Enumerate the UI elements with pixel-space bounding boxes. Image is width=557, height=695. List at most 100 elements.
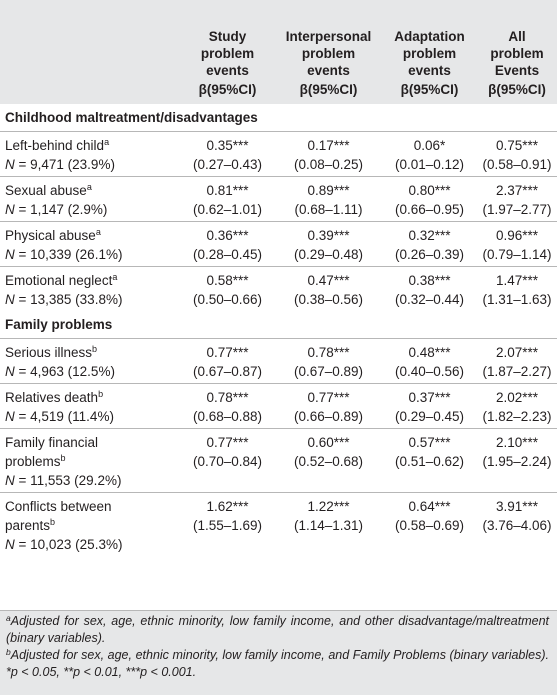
footnote-a-marker: a	[6, 613, 11, 623]
confidence-interval: (1.97–2.77)	[482, 202, 552, 217]
value-cell: 0.36*** (0.28–0.45)	[180, 221, 275, 267]
column-header-line: problem	[301, 46, 356, 61]
column-header-line: events	[408, 63, 451, 78]
row-label: Sexual abuse	[5, 183, 87, 198]
beta-estimate: 0.80***	[408, 183, 451, 198]
table-row: Conflicts between parentsb N = 10,023 (25.…	[0, 492, 557, 556]
section-title: Childhood maltreatment/disadvantages	[5, 110, 258, 125]
sample-size-symbol: N	[5, 157, 15, 172]
section-header-row: Family problems	[0, 311, 557, 339]
row-label-footnote-marker: b	[50, 517, 56, 527]
value-cell: 0.81*** (0.62–1.01)	[180, 176, 275, 222]
beta-estimate: 0.47***	[307, 273, 350, 288]
beta-estimate: 0.06*	[413, 138, 446, 153]
confidence-interval: (1.31–1.63)	[482, 292, 552, 307]
row-label: Left-behind child	[5, 138, 105, 153]
beta-estimate: 2.37***	[495, 183, 539, 198]
value-cell: 1.62*** (1.55–1.69)	[180, 492, 275, 556]
beta-estimate: 0.32***	[408, 228, 451, 243]
column-header-line: Interpersonal	[285, 29, 372, 44]
beta-estimate: 0.96***	[495, 228, 539, 243]
confidence-interval: (0.68–0.88)	[192, 409, 263, 424]
column-header-line: Study	[208, 29, 247, 44]
beta-estimate: 0.36***	[206, 228, 249, 243]
value-cell: 0.06* (0.01–0.12)	[382, 131, 477, 177]
footnote-a-text: Adjusted for sex, age, ethnic minority, …	[6, 614, 549, 645]
column-header: All problem Events β(95%CI)	[477, 0, 557, 104]
confidence-interval: (1.87–2.27)	[482, 364, 552, 379]
row-label-footnote-marker: b	[60, 453, 66, 463]
row-label: Emotional neglect	[5, 273, 113, 288]
sample-size-value: = 4,519 (11.4%)	[14, 409, 114, 424]
beta-estimate: 0.75***	[495, 138, 539, 153]
confidence-interval: (0.01–0.12)	[394, 157, 465, 172]
beta-estimate: 0.78***	[307, 345, 350, 360]
table-row: Relatives deathb N = 4,519 (11.4%) 0.78***…	[0, 383, 557, 429]
beta-estimate: 0.17***	[307, 138, 350, 153]
confidence-interval: (0.67–0.87)	[192, 364, 263, 379]
beta-estimate: 2.02***	[495, 390, 539, 405]
value-cell: 0.80*** (0.66–0.95)	[382, 176, 477, 222]
confidence-interval: (0.52–0.68)	[293, 454, 364, 469]
sample-size-value: = 1,147 (2.9%)	[14, 202, 108, 217]
confidence-interval: (0.66–0.95)	[394, 202, 465, 217]
table-row: Serious illnessb N = 4,963 (12.5%) 0.77***…	[0, 338, 557, 384]
beta-estimate: 0.78***	[206, 390, 249, 405]
table-row: Emotional neglecta N = 13,385 (33.8%) 0.58…	[0, 266, 557, 311]
confidence-interval: (1.82–2.23)	[482, 409, 552, 424]
beta-estimate: 0.57***	[408, 435, 451, 450]
value-cell: 1.22*** (1.14–1.31)	[275, 492, 382, 556]
value-cell: 0.77*** (0.70–0.84)	[180, 428, 275, 493]
table-footnotes: aAdjusted for sex, age, ethnic minority,…	[0, 610, 557, 695]
sample-size-value: = 4,963 (12.5%)	[14, 364, 115, 379]
beta-estimate: 1.47***	[495, 273, 539, 288]
beta-estimate: 0.64***	[408, 499, 451, 514]
confidence-interval: (1.55–1.69)	[192, 518, 263, 533]
footnote-b-text: Adjusted for sex, age, ethnic minority, …	[6, 648, 549, 679]
confidence-interval: (3.76–4.06)	[482, 518, 552, 533]
value-cell: 0.77*** (0.66–0.89)	[275, 383, 382, 429]
sample-size-value: = 9,471 (23.9%)	[14, 157, 115, 172]
header-row: Study problem events β(95%CI) Interpersonal p…	[0, 0, 557, 104]
value-cell: 3.91*** (3.76–4.06)	[477, 492, 557, 556]
confidence-interval: (0.67–0.89)	[293, 364, 364, 379]
row-label: Relatives death	[5, 390, 99, 405]
row-label-cell: Conflicts between parentsb N = 10,023 (25.…	[0, 492, 180, 556]
row-label-footnote-marker: b	[98, 389, 104, 399]
confidence-interval: (0.29–0.48)	[293, 247, 364, 262]
value-cell: 0.78*** (0.68–0.88)	[180, 383, 275, 429]
value-cell: 0.89*** (0.68–1.11)	[275, 176, 382, 222]
confidence-interval: (1.14–1.31)	[293, 518, 364, 533]
sample-size-symbol: N	[5, 247, 15, 262]
confidence-interval: (0.58–0.91)	[482, 157, 552, 172]
column-header: Adaptation problem events β(95%CI)	[382, 0, 477, 104]
confidence-interval: (0.32–0.44)	[394, 292, 465, 307]
beta-estimate: 0.35***	[206, 138, 249, 153]
column-header: Study problem events β(95%CI)	[180, 0, 275, 104]
confidence-interval: (0.51–0.62)	[394, 454, 465, 469]
beta-estimate: 0.89***	[307, 183, 350, 198]
row-label: problems	[5, 454, 61, 469]
confidence-interval: (0.26–0.39)	[394, 247, 465, 262]
value-cell: 0.57*** (0.51–0.62)	[382, 428, 477, 493]
column-header-beta: β(95%CI)	[400, 82, 459, 97]
column-header-line: Adaptation	[394, 29, 465, 44]
value-cell: 0.47*** (0.38–0.56)	[275, 266, 382, 311]
sample-size-value: = 10,339 (26.1%)	[14, 247, 123, 262]
sample-size-symbol: N	[5, 409, 15, 424]
beta-estimate: 2.10***	[495, 435, 539, 450]
beta-estimate: 3.91***	[495, 499, 539, 514]
table-row: Family financial problemsb N = 11,553 (29.…	[0, 428, 557, 493]
value-cell: 0.37*** (0.29–0.45)	[382, 383, 477, 429]
value-cell: 0.32*** (0.26–0.39)	[382, 221, 477, 267]
value-cell: 0.77*** (0.67–0.87)	[180, 338, 275, 384]
value-cell: 0.35*** (0.27–0.43)	[180, 131, 275, 177]
row-label-cell: Sexual abusea N = 1,147 (2.9%)	[0, 176, 180, 222]
column-header-line: events	[206, 63, 249, 78]
value-cell: 2.10*** (1.95–2.24)	[477, 428, 557, 493]
sample-size-symbol: N	[5, 364, 15, 379]
table-body: Childhood maltreatment/disadvantages Left…	[0, 104, 557, 556]
sample-size-value: = 10,023 (25.3%)	[14, 537, 123, 552]
row-label-footnote-marker: a	[95, 227, 101, 237]
